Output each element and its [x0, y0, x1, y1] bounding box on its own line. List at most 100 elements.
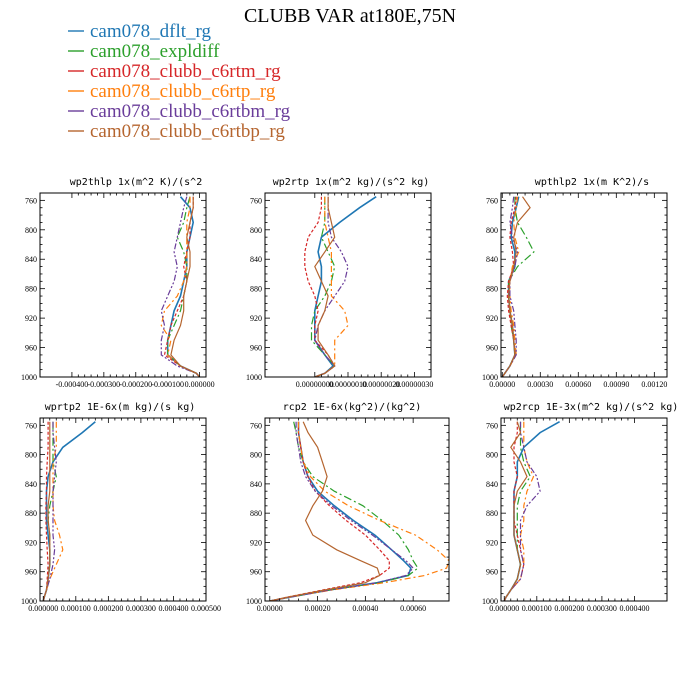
y-tick-label: 920	[25, 314, 37, 323]
y-tick-label: 760	[250, 196, 262, 205]
x-tick-label: -0.000400	[56, 380, 89, 389]
x-tick-label: -0.000200	[119, 380, 152, 389]
y-tick-label: 840	[486, 255, 498, 264]
y-tick-label: 840	[486, 480, 498, 489]
legend-label-cam078_dflt_rg: cam078_dflt_rg	[90, 21, 212, 42]
x-tick-label: 0.00090	[603, 380, 629, 389]
y-tick-label: 800	[250, 226, 262, 235]
y-tick-label: 760	[25, 421, 37, 430]
y-tick-label: 1000	[21, 373, 37, 382]
legend-label-cam078_clubb_c6rtbp_rg: cam078_clubb_c6rtbp_rg	[90, 121, 285, 142]
panel-title: wp2rcp 1E-3x(m^2 kg)/(s^2 kg)	[504, 402, 679, 413]
x-tick-label: 0.00000	[489, 380, 515, 389]
y-tick-label: 760	[25, 196, 37, 205]
y-tick-label: 920	[250, 314, 262, 323]
chart-panel-3: wpthlp2 1x(m K^2)/s 760 800 840 880 920 960 100…	[482, 177, 668, 389]
x-tick-label: 0.000000	[185, 380, 215, 389]
x-tick-label: -0.000300	[88, 380, 121, 389]
series-line-cam078_clubb_c6rtbp_rg	[314, 196, 336, 377]
series-line-cam078_clubb_c6rtp_rg	[269, 421, 449, 601]
panel-title: rcp2 1E-6x(kg^2)/(kg^2)	[283, 402, 421, 413]
x-tick-label: 0.00060	[565, 380, 591, 389]
chart-panel-2: wp2rtp 1x(m^2 kg)/(s^2 kg) 760 800 840 880 92…	[246, 177, 433, 389]
series-line-cam078_clubb_c6rtbp_rg	[503, 421, 528, 601]
y-tick-label: 920	[250, 538, 262, 547]
y-tick-label: 960	[25, 344, 37, 353]
x-tick-label: 0.00000020	[362, 380, 400, 389]
panel-title: wpthlp2 1x(m K^2)/s	[535, 177, 649, 188]
x-tick-label: 0.00000	[257, 604, 283, 613]
x-tick-label: -0.000100	[151, 380, 184, 389]
series-line-cam078_expldiff	[269, 421, 419, 601]
legend: cam078_dflt_rgcam078_expldiffcam078_club…	[68, 21, 291, 142]
legend-label-cam078_expldiff: cam078_expldiff	[90, 41, 220, 62]
x-tick-label: 0.000500	[191, 604, 221, 613]
x-tick-label: 0.000200	[93, 604, 123, 613]
y-tick-label: 800	[25, 451, 37, 460]
series-line-cam078_clubb_c6rtbm_rg	[269, 421, 415, 601]
y-tick-label: 840	[250, 255, 262, 264]
series-line-cam078_clubb_c6rtbm_rg	[160, 196, 201, 377]
series-line-cam078_expldiff	[501, 196, 535, 377]
x-tick-label: 0.00000000	[296, 380, 334, 389]
series-line-cam078_clubb_c6rtbp_rg	[170, 196, 201, 377]
panels: wp2thlp 1x(m^2 K)/(s^2 760 800 840 880 920 960…	[21, 177, 678, 613]
y-tick-label: 880	[486, 285, 498, 294]
y-tick-label: 880	[486, 509, 498, 518]
y-tick-label: 1000	[482, 597, 498, 606]
series-line-cam078_clubb_c6rtp_rg	[314, 196, 349, 377]
y-tick-label: 760	[250, 421, 262, 430]
series-line-cam078_clubb_c6rtbp_rg	[269, 421, 381, 601]
x-tick-label: 0.000100	[522, 604, 552, 613]
panel-title: wp2rtp 1x(m^2 kg)/(s^2 kg)	[273, 177, 430, 188]
y-tick-label: 840	[25, 255, 37, 264]
y-tick-label: 1000	[246, 373, 262, 382]
series-line-cam078_clubb_c6rtm_rg	[501, 196, 517, 377]
y-tick-label: 880	[25, 285, 37, 294]
y-tick-label: 840	[25, 480, 37, 489]
legend-label-cam078_clubb_c6rtm_rg: cam078_clubb_c6rtm_rg	[90, 61, 281, 82]
y-tick-label: 800	[486, 226, 498, 235]
chart-panel-4: wprtp2 1E-6x(m kg)/(s kg) 760 800 840 880 920…	[21, 402, 221, 613]
y-tick-label: 1000	[21, 597, 37, 606]
y-tick-label: 760	[486, 421, 498, 430]
plot-frame	[500, 192, 668, 378]
figure-title: CLUBB VAR at180E,75N	[244, 5, 456, 27]
legend-label-cam078_clubb_c6rtp_rg: cam078_clubb_c6rtp_rg	[90, 81, 276, 102]
x-tick-label: 0.00060	[400, 604, 426, 613]
x-tick-label: 0.000000	[28, 604, 58, 613]
x-tick-label: 0.00000030	[395, 380, 433, 389]
y-tick-label: 840	[250, 480, 262, 489]
x-tick-label: 0.00120	[641, 380, 667, 389]
x-tick-label: 0.000100	[61, 604, 91, 613]
panel-title: wprtp2 1E-6x(m kg)/(s kg)	[45, 402, 196, 413]
y-tick-label: 960	[486, 568, 498, 577]
series-line-cam078_clubb_c6rtbp_rg	[42, 421, 51, 601]
x-tick-label: 0.00040	[352, 604, 378, 613]
series-line-cam078_clubb_c6rtp_rg	[160, 196, 201, 377]
y-tick-label: 800	[486, 451, 498, 460]
y-tick-label: 920	[486, 314, 498, 323]
plot-frame	[264, 192, 432, 378]
y-tick-label: 960	[250, 568, 262, 577]
x-tick-label: 0.00030	[527, 380, 553, 389]
series-line-cam078_clubb_c6rtbm_rg	[314, 196, 349, 377]
series-line-cam078_clubb_c6rtm_rg	[304, 196, 336, 377]
x-tick-label: 0.00020	[305, 604, 331, 613]
plot-frame	[264, 417, 450, 602]
y-tick-label: 880	[25, 509, 37, 518]
series-line-cam078_expldiff	[503, 421, 531, 601]
x-tick-label: 0.00000010	[329, 380, 367, 389]
plot-frame	[39, 417, 207, 602]
x-tick-label: 0.000000	[489, 604, 519, 613]
x-tick-label: 0.000300	[587, 604, 617, 613]
y-tick-label: 760	[486, 196, 498, 205]
y-tick-label: 880	[250, 285, 262, 294]
legend-label-cam078_clubb_c6rtbm_rg: cam078_clubb_c6rtbm_rg	[90, 101, 291, 122]
x-tick-label: 0.000400	[158, 604, 188, 613]
series-line-cam078_dflt_rg	[269, 421, 412, 601]
x-tick-label: 0.000400	[619, 604, 649, 613]
series-line-cam078_dflt_rg	[313, 196, 377, 377]
y-tick-label: 1000	[482, 373, 498, 382]
